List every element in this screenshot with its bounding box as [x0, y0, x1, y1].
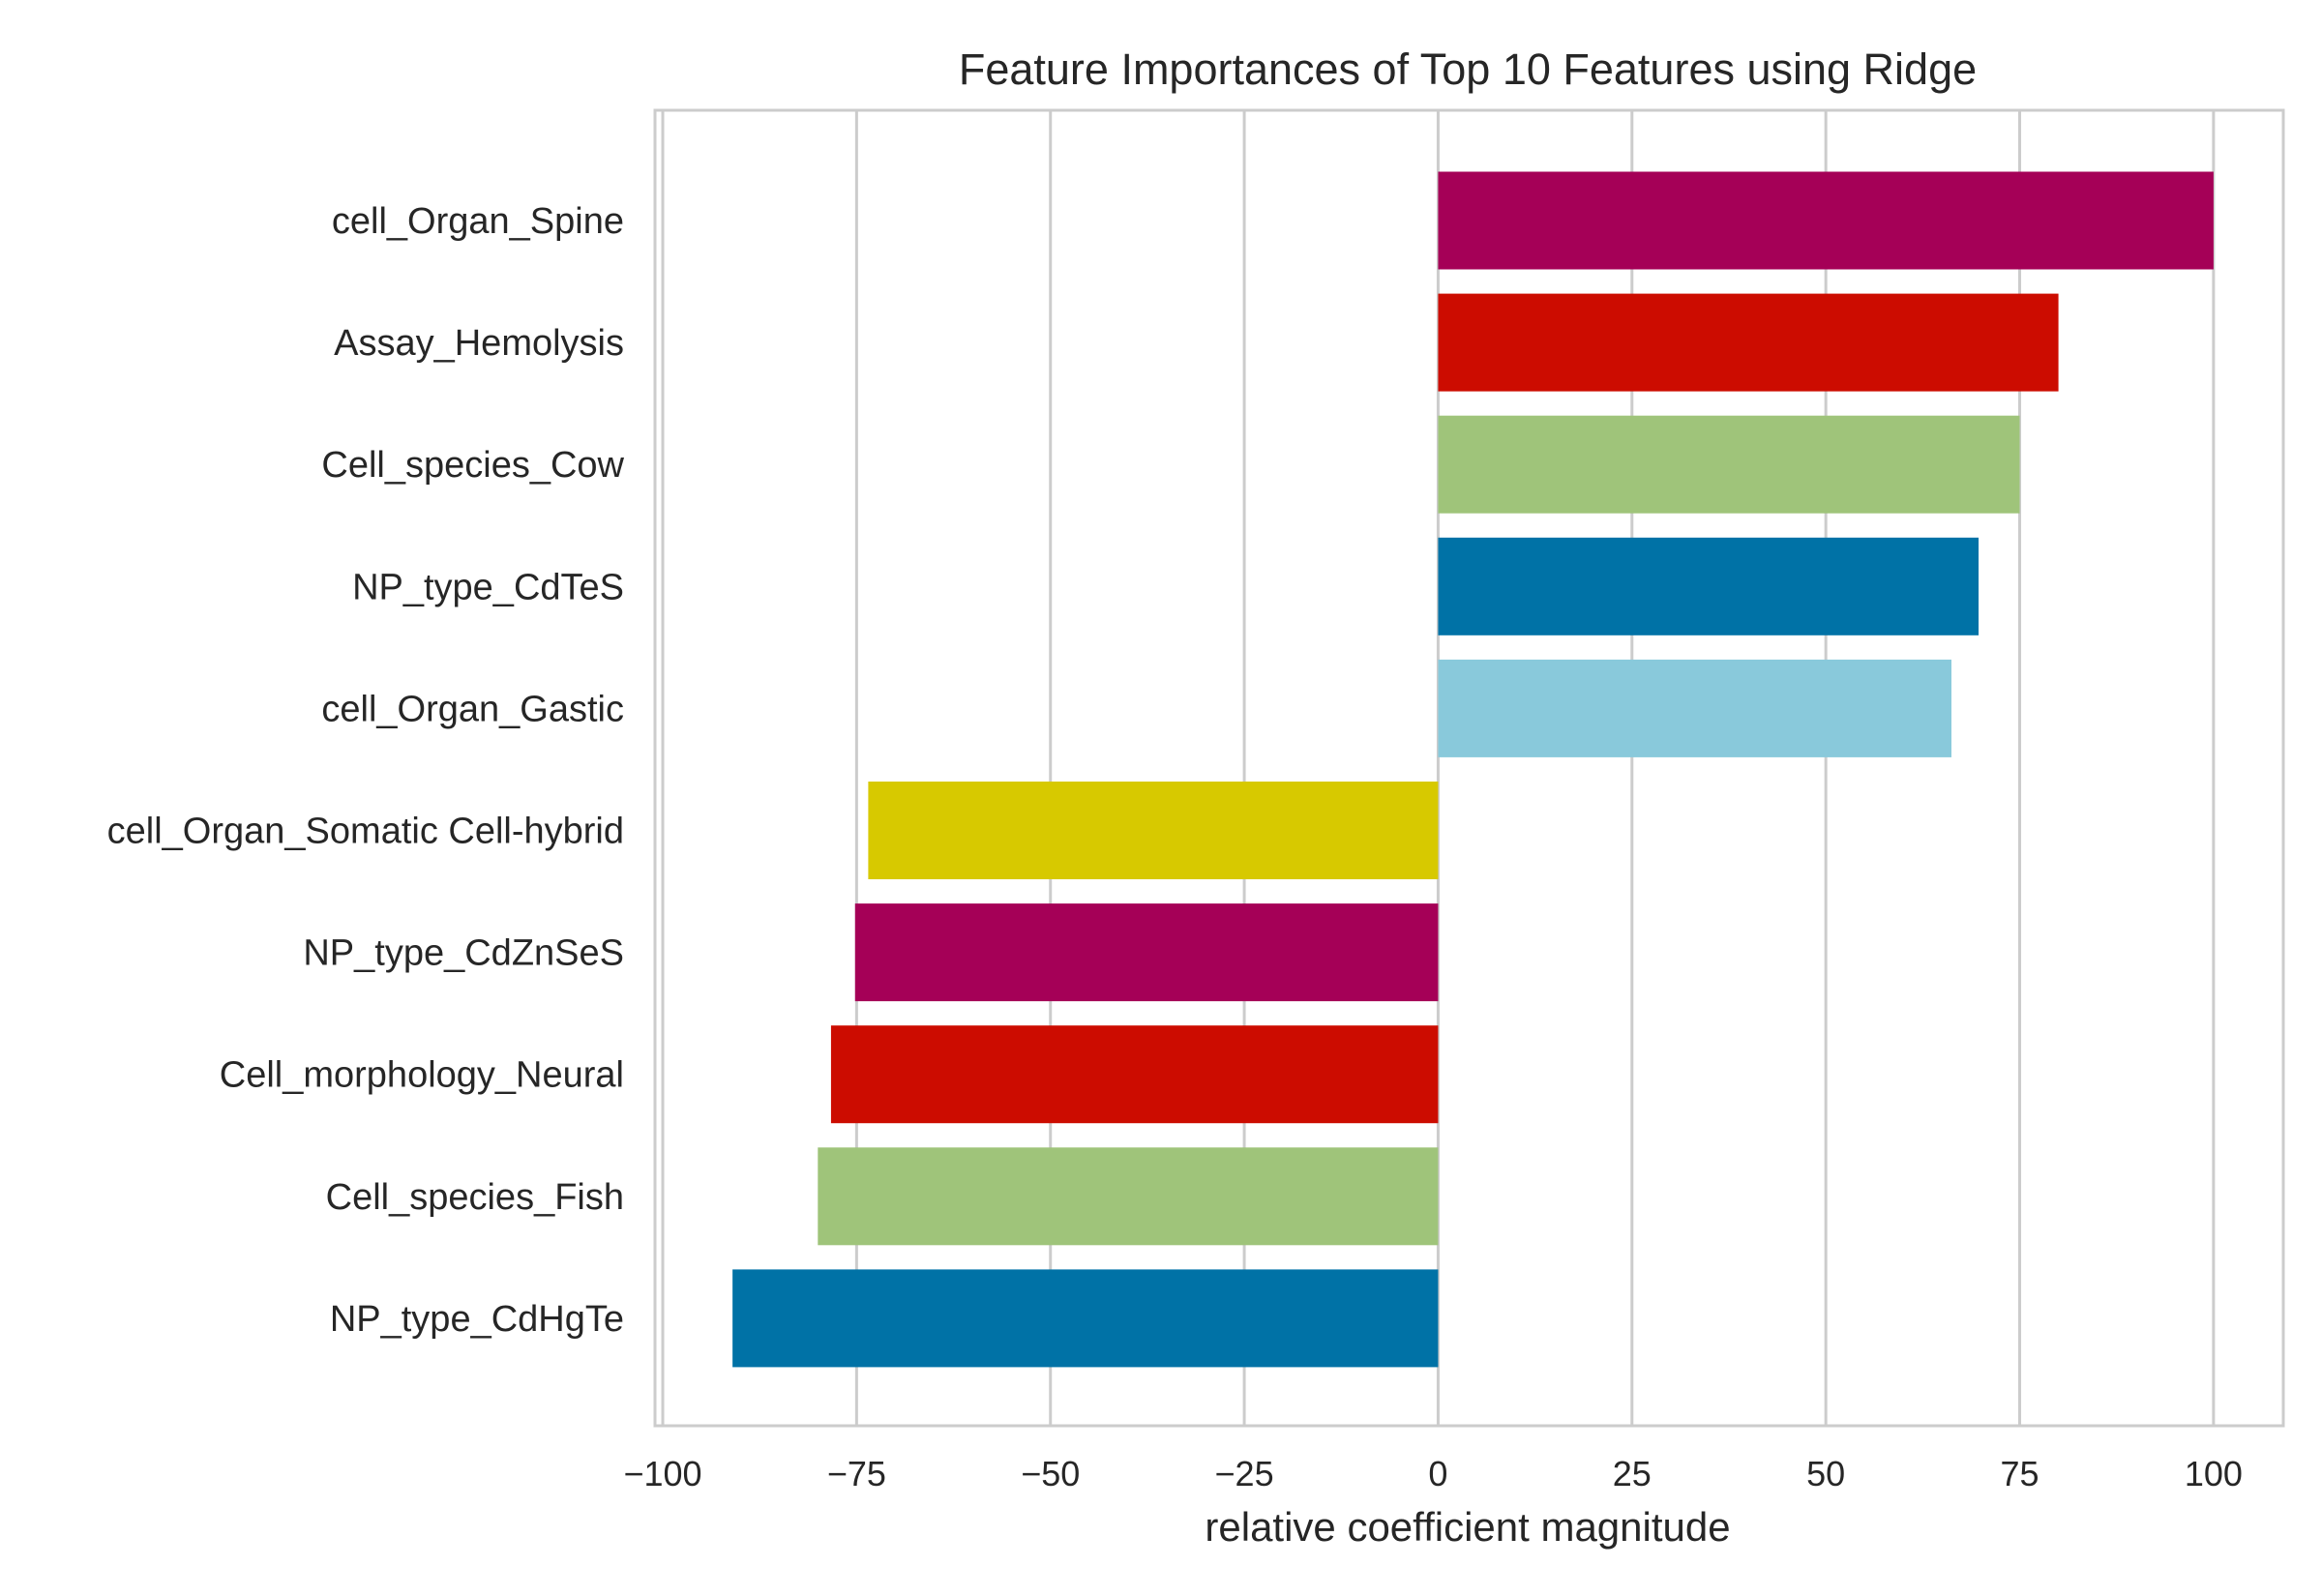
bar — [1438, 537, 1980, 635]
y-category-label: NP_type_CdTeS — [352, 567, 624, 607]
bar — [854, 903, 1439, 1002]
x-tick-label: 75 — [2000, 1454, 2039, 1493]
bar — [1438, 171, 2214, 270]
x-tick-label: 50 — [1806, 1454, 1845, 1493]
x-tick-label: −25 — [1215, 1454, 1274, 1493]
y-category-label: Cell_species_Cow — [321, 445, 624, 486]
y-category-label: Cell_species_Fish — [326, 1177, 624, 1218]
y-axis-category-labels: cell_Organ_Spine Assay_Hemolysis Cell_spec… — [107, 201, 625, 1340]
bar — [830, 1025, 1439, 1124]
bar — [818, 1147, 1439, 1246]
x-tick-label: −50 — [1021, 1454, 1080, 1493]
plot-border — [653, 108, 2285, 1428]
x-axis-label: relative coefficient magnitude — [1205, 1504, 1730, 1550]
bar — [1438, 415, 2020, 514]
y-category-label: Assay_Hemolysis — [334, 323, 624, 364]
chart-title: Feature Importances of Top 10 Features u… — [959, 44, 1977, 94]
y-category-label: cell_Organ_Spine — [332, 201, 624, 242]
x-tick-label: 0 — [1428, 1454, 1447, 1493]
y-category-label: cell_Organ_Somatic Cell-hybrid — [107, 812, 624, 852]
x-tick-label: 25 — [1613, 1454, 1652, 1493]
bar — [1438, 659, 1951, 757]
y-category-label: NP_type_CdHgTe — [330, 1299, 624, 1340]
bar — [732, 1269, 1439, 1368]
y-category-label: NP_type_CdZnSeS — [303, 933, 624, 974]
y-category-label: cell_Organ_Gastic — [321, 689, 624, 729]
x-tick-label: −100 — [623, 1454, 701, 1493]
bar — [1438, 293, 2059, 392]
plot-frame — [653, 108, 2285, 1428]
x-axis-ticks: −100 −75 −50 −25 0 25 50 75 100 — [623, 1454, 2242, 1493]
y-category-label: Cell_morphology_Neural — [220, 1055, 624, 1096]
x-tick-label: −75 — [827, 1454, 886, 1493]
bar — [868, 782, 1439, 879]
x-tick-label: 100 — [2185, 1454, 2243, 1493]
bars — [732, 171, 2214, 1368]
